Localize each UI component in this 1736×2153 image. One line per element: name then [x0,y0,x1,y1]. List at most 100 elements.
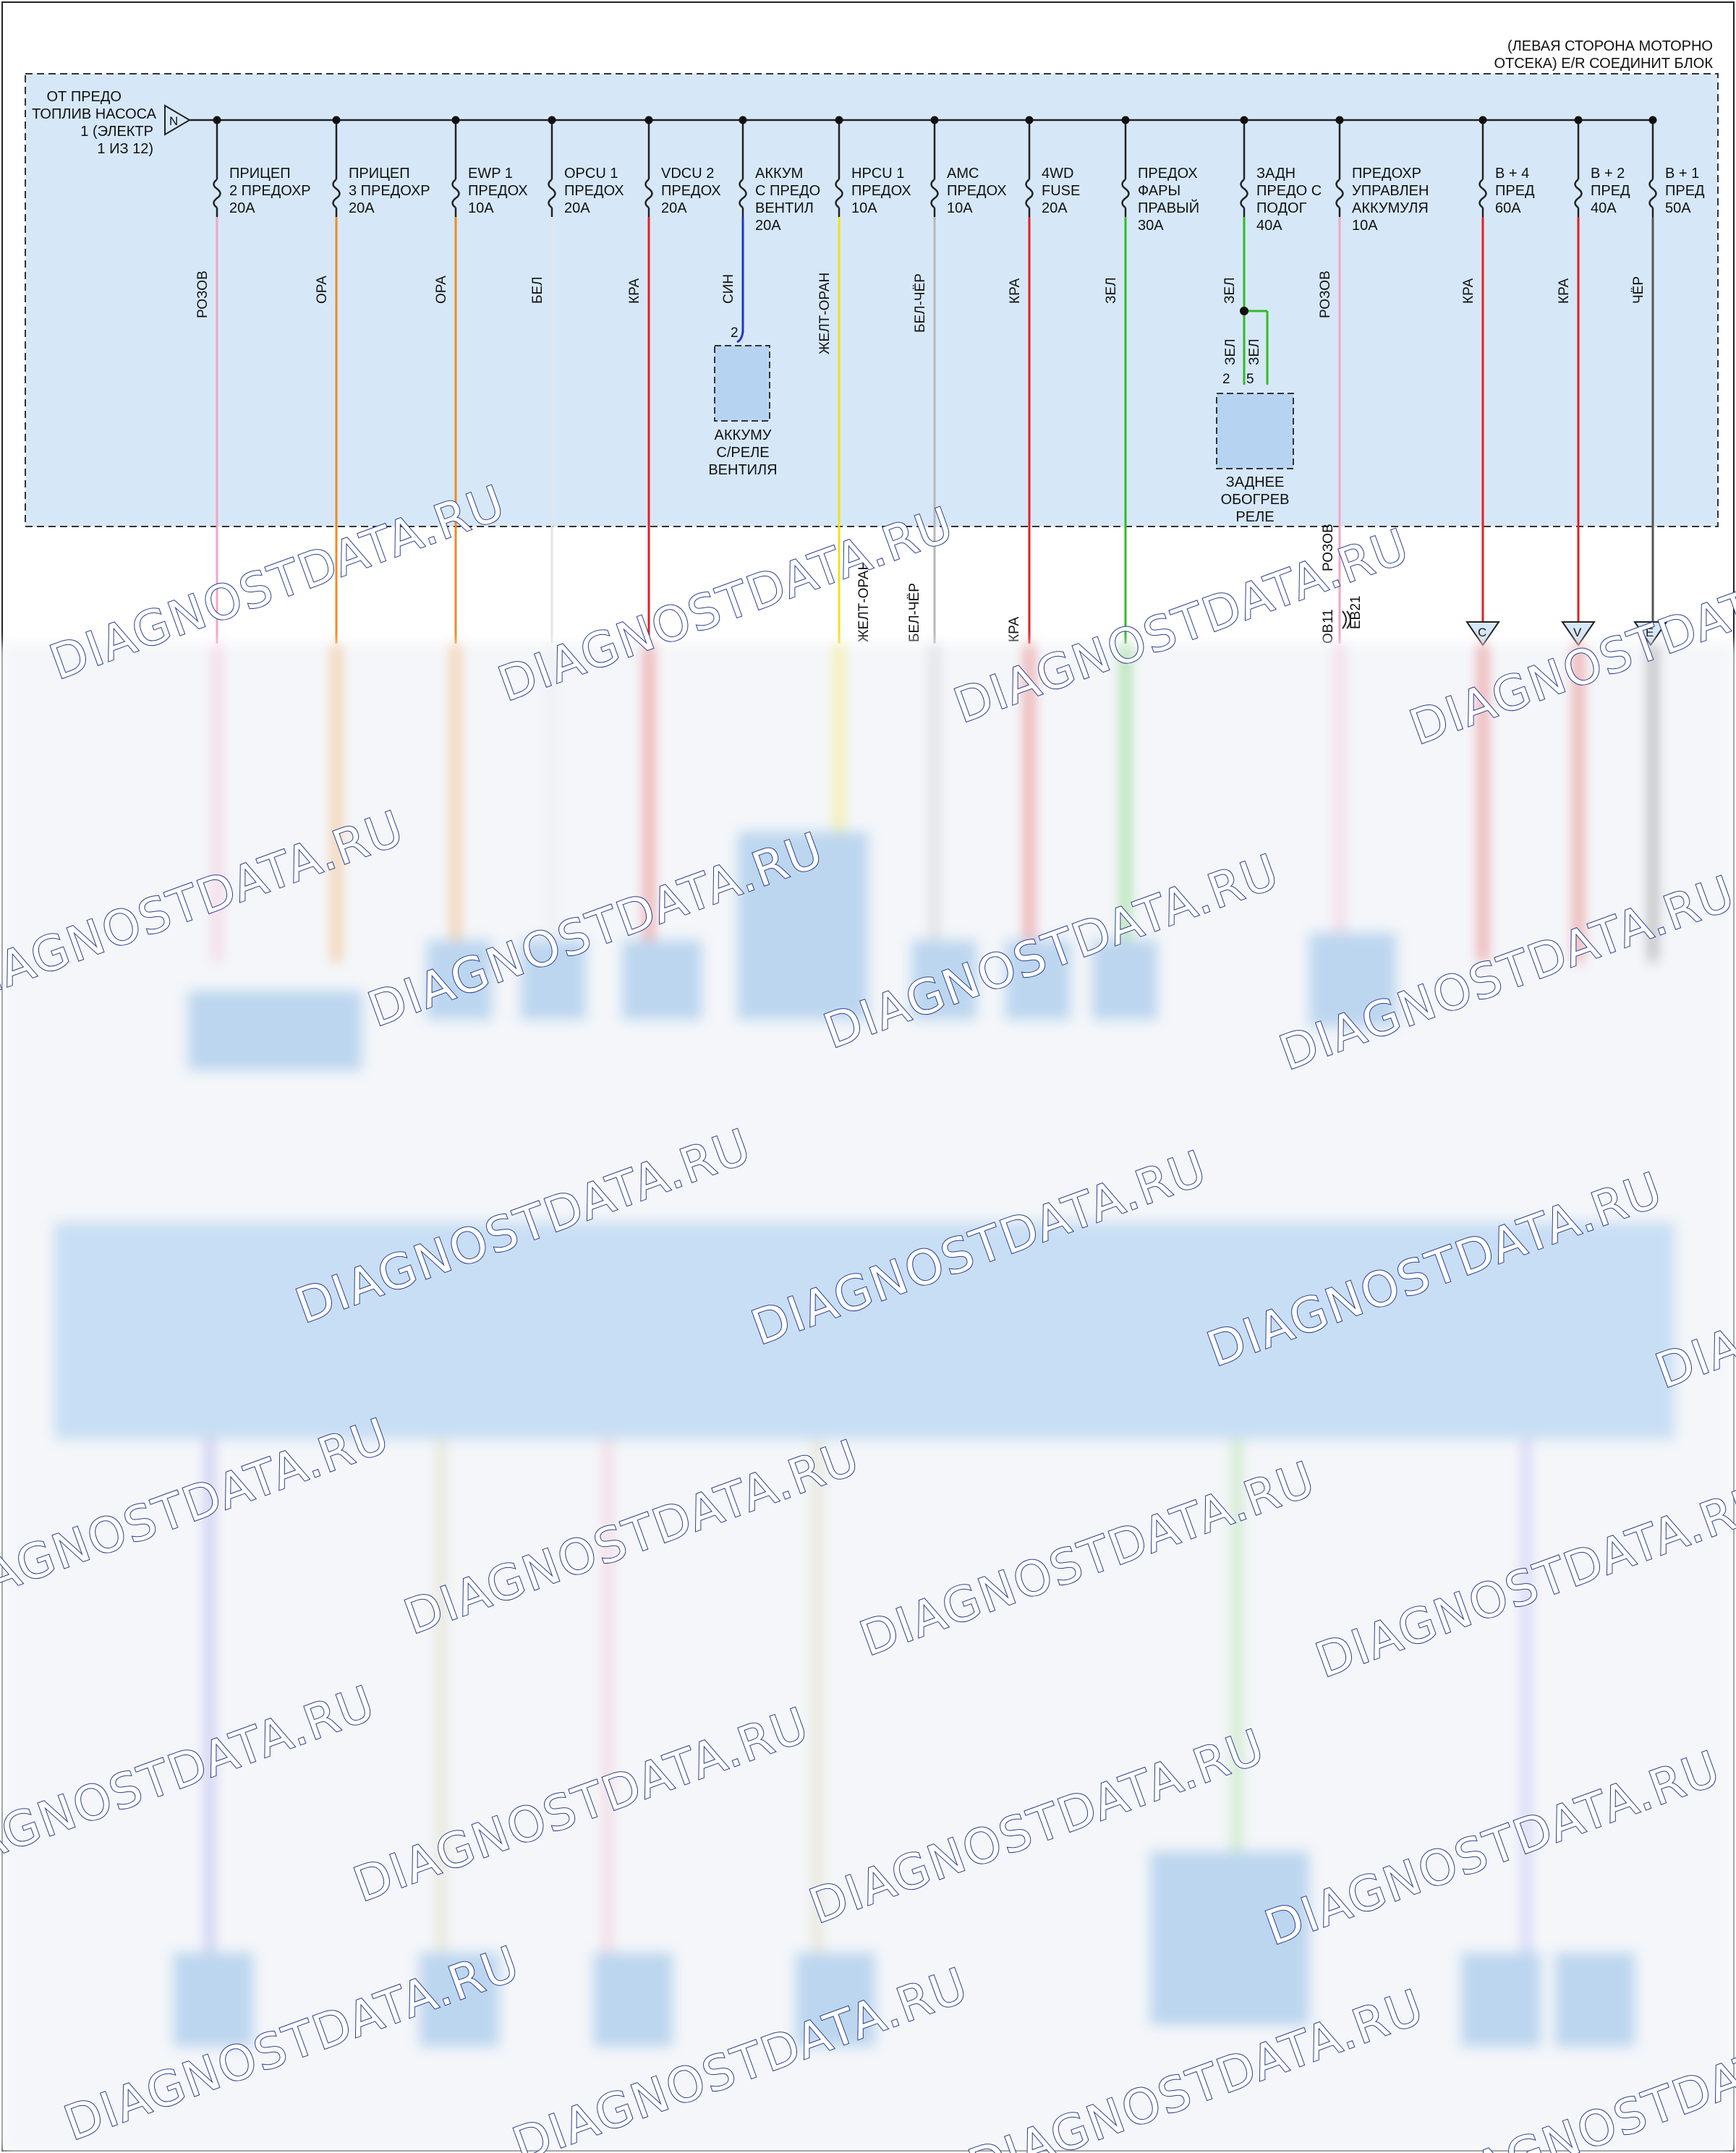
fuse-10-label-1: ПРЕДОХ [1138,166,1198,182]
fuse-1-junction [213,116,221,124]
fuse-4-symbol [548,179,556,209]
fuse-11-wire-label: ЗЕЛ [1222,277,1238,304]
watermark-text: DIAGNOSTDATA.RU [361,822,830,1038]
fuse-7-rating: 10А [851,200,877,216]
wire-label-lower-graywhite: БЕЛ-ЧЁР [907,583,922,642]
fuse-12-rating: 10А [1352,218,1378,234]
fuse-7-junction [835,116,843,124]
block-title-line-1: (ЛЕВАЯ СТОРОНА МОТОРНО [1507,38,1713,54]
blurred-junction-block [54,1222,1675,1439]
fuse-1-symbol [213,179,221,209]
fuse-15-label-2: ПРЕД [1665,183,1705,199]
fuse-4-rating: 20А [564,200,590,216]
fuse-8-junction [930,116,939,124]
fuse-15-symbol [1648,179,1657,209]
fuse-9-symbol [1025,179,1034,209]
fuse-5-wire-label: КРА [627,278,642,304]
blurred-component-7 [1005,940,1071,1020]
rear-defogger-relay [1216,393,1294,469]
block-title-line-2: ОТСЕКА) E/R СОЕДИНИТ БЛОК [1494,56,1713,72]
svg-text:C: C [1478,626,1486,639]
fuse-13-wire-label: КРА [1461,278,1476,304]
fuse-10-label-3: ПРАВЫЙ [1138,199,1199,216]
heater-relay-label-2: ОБОГРЕВ [1221,492,1290,508]
watermark-text: DIAGNOSTDATA.RU [0,800,411,1016]
blurred-lower-component-5 [1150,1851,1309,2025]
fuse-15-label-1: B + 1 [1665,166,1699,182]
blurred-lower-component-6 [1461,1953,1541,2047]
fuse-12-label-2: УПРАВЛЕН [1352,183,1429,199]
fuse-8-symbol [930,179,939,209]
blurred-lower-component-7 [1555,1953,1635,2047]
fuse-13-label-2: ПРЕД [1495,183,1535,199]
blurred-component-6 [911,940,977,1020]
fuse-3-junction [451,116,460,124]
fuse-11-label-2: ПРЕДО С [1256,183,1322,199]
fuse-14-label-1: B + 2 [1591,166,1625,182]
fuse-4-junction [548,116,556,124]
fuse-10-label-2: ФАРЫ [1138,183,1180,199]
fuse-2-symbol [332,179,341,209]
wire-label-lower-yellow: ЖЕЛТ-ОРАН [856,560,872,642]
blurred-lower-component-1 [174,1953,253,2047]
fuse-15-junction [1648,116,1657,124]
fuse-6-wire-label: СИН [721,274,736,304]
fuse-6-rating: 20А [755,218,781,234]
connector-pin-number: 11 [1321,609,1336,623]
blurred-component-9 [1309,933,1396,1027]
fuse-2-junction [332,116,341,124]
fuse-1-label-2: 2 ПРЕДОХР [229,183,311,199]
fuse-3-rating: 10А [468,200,494,216]
fuse-3-label-2: ПРЕДОХ [468,183,528,199]
fuse-15-wire-label: ЧЁР [1631,276,1646,304]
fuse-14-rating: 40А [1591,200,1617,216]
valve-relay-terminal [736,328,744,344]
fuse-4-label-2: ПРЕДОХ [564,183,624,199]
fuse-10-symbol [1121,179,1130,209]
svg-text:E: E [1646,626,1654,639]
fuse-1-label-1: ПРИЦЕП [229,166,291,182]
watermark-text: DIAGNOSTDATA.RU [802,1718,1272,1935]
fuse-6-symbol [739,179,747,209]
source-note-line-3: 1 (ЭЛЕКТР [80,124,153,140]
blurred-lower-component-4 [796,1953,875,2047]
splice-point [1240,307,1248,315]
watermark-text: DIAGNOSTDATA.RU [491,496,961,712]
fuse-9-wire-label: КРА [1008,278,1023,304]
fuse-5-label-1: VDCU 2 [661,166,714,182]
valve-relay-label-3: ВЕНТИЛЯ [708,462,777,478]
watermark-text: DIAGNOSTDATA.RU [853,1451,1322,1667]
blurred-lower-component-3 [593,1953,673,2047]
fuse-2-label-1: ПРИЦЕП [349,166,410,182]
blurred-component-8 [1092,940,1157,1020]
fuse-12-junction [1335,116,1344,124]
blurred-lower-diagram [0,644,1736,2153]
junction-block [25,73,1719,527]
fuse-11-label-1: ЗАДН [1256,166,1295,182]
fuse-7-wire-label: ЖЕЛТ-ОРАН [817,273,833,354]
source-note-line-4: 1 ИЗ 12) [97,141,153,157]
fuse-14-symbol [1574,179,1583,209]
source-note-line-2: ТОПЛИВ НАСОСА [32,106,157,122]
connector-eb21-bracket [1342,610,1351,629]
fuse-9-label-1: 4WD [1042,166,1073,182]
watermark-text: DIAGNOSTDATA.RU [1200,1161,1669,1378]
watermark-text: DIAGNOSTDATA.RU [289,1118,758,1334]
heater-wire-b-label: ЗЕЛ [1247,338,1262,365]
watermark-text: DIAGNOSTDATA.RU [744,1140,1214,1356]
fuse-12-wire-label: РОЗОВ [1318,270,1333,318]
fuse-8-rating: 10А [947,200,973,216]
fuse-3-label-1: EWP 1 [468,166,513,182]
fuse-13-symbol [1478,179,1487,209]
connector-eb21-label: EB21 [1348,596,1363,629]
